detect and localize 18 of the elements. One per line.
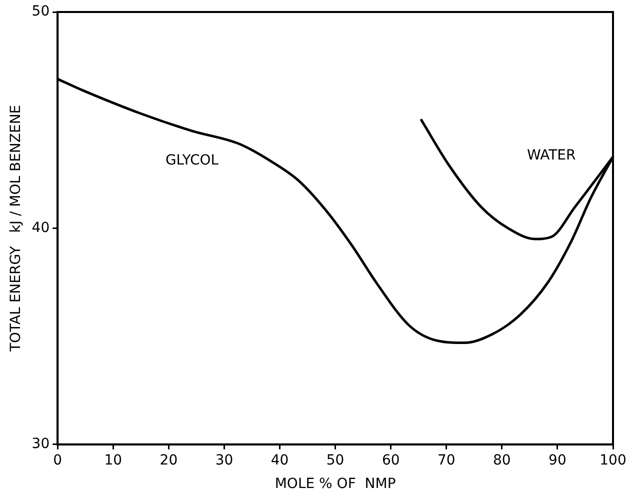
y-axis-title: TOTAL ENERGY kJ / MOL BENZENE — [8, 104, 24, 353]
x-tick-label: 40 — [270, 452, 289, 468]
x-tick-label: 10 — [104, 452, 122, 468]
series-label: WATER — [527, 148, 576, 164]
x-tick-label: 20 — [160, 452, 178, 468]
x-tick-label: 70 — [437, 452, 456, 468]
x-tick-label: 50 — [326, 452, 344, 468]
x-tick-label: 80 — [493, 452, 511, 468]
y-tick-label: 30 — [32, 436, 50, 452]
series-label: GLYCOL — [165, 152, 219, 169]
x-tick-label: 90 — [548, 452, 566, 468]
x-tick-label: 100 — [600, 452, 626, 468]
x-tick-label: 30 — [215, 452, 234, 468]
x-tick-label: 60 — [382, 452, 400, 468]
y-tick-label: 40 — [32, 220, 50, 236]
y-tick-label: 50 — [32, 4, 50, 20]
x-axis-title: MOLE % OF NMP — [274, 476, 396, 492]
x-tick-label: 0 — [53, 452, 62, 468]
